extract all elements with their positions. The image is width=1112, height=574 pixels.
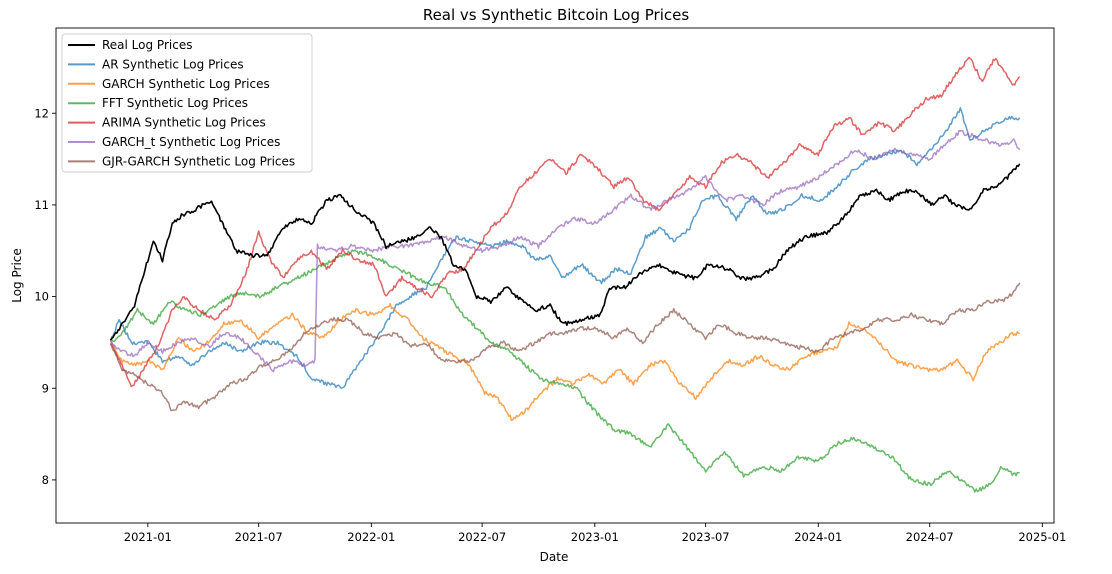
series-line-ar-synthetic-log-prices [109, 107, 1021, 389]
series-line-arima-synthetic-log-prices [109, 56, 1021, 388]
x-tick-label: 2024-01 [794, 530, 842, 544]
legend-label-arima-synthetic-log-prices: ARIMA Synthetic Log Prices [102, 116, 266, 130]
plot-frame [55, 27, 1055, 524]
series-line-fft-synthetic-log-prices [110, 249, 1020, 493]
chart-title: Real vs Synthetic Bitcoin Log Prices [423, 6, 690, 24]
x-tick-label: 2022-01 [347, 530, 395, 544]
y-axis-label: Log Price [10, 248, 24, 303]
legend-label-garch-t-synthetic-log-prices: GARCH_t Synthetic Log Prices [102, 135, 280, 149]
y-tick-label: 8 [42, 473, 49, 487]
legend-box [61, 33, 313, 173]
x-tick-label: 2023-01 [571, 530, 619, 544]
x-tick-label: 2022-07 [458, 530, 506, 544]
x-tick-label: 2025-01 [1018, 530, 1066, 544]
legend-label-fft-synthetic-log-prices: FFT Synthetic Log Prices [102, 96, 248, 110]
y-tick-label: 11 [34, 198, 49, 212]
y-tick-label: 9 [42, 381, 49, 395]
series-line-gjr-garch-synthetic-log-prices [109, 282, 1021, 412]
legend-label-gjr-garch-synthetic-log-prices: GJR-GARCH Synthetic Log Prices [102, 154, 295, 168]
x-axis-label: Date [540, 550, 569, 564]
x-tick-label: 2021-07 [235, 530, 283, 544]
series-line-real-log-prices [109, 163, 1021, 341]
legend: Real Log Prices AR Synthetic Log Prices GA… [61, 33, 313, 173]
y-tick-label: 10 [34, 290, 49, 304]
legend-label-garch-synthetic-log-prices: GARCH Synthetic Log Prices [102, 77, 270, 91]
y-tick-label: 12 [34, 106, 49, 120]
x-tick-label: 2023-07 [682, 530, 730, 544]
x-tick-label: 2024-07 [906, 530, 954, 544]
series-layer [109, 56, 1021, 493]
legend-label-ar-synthetic-log-prices: AR Synthetic Log Prices [102, 57, 244, 71]
x-axis: 2021-01 2021-07 2022-01 2022-07 2023-01 2023-… [124, 523, 1066, 544]
series-line-garch-synthetic-log-prices [109, 302, 1020, 422]
y-axis: 8 9 10 11 12 [34, 106, 56, 487]
x-tick-label: 2021-01 [124, 530, 172, 544]
series-line-garch-t-synthetic-log-prices [110, 129, 1021, 373]
legend-label-real-log-prices: Real Log Prices [102, 38, 192, 52]
